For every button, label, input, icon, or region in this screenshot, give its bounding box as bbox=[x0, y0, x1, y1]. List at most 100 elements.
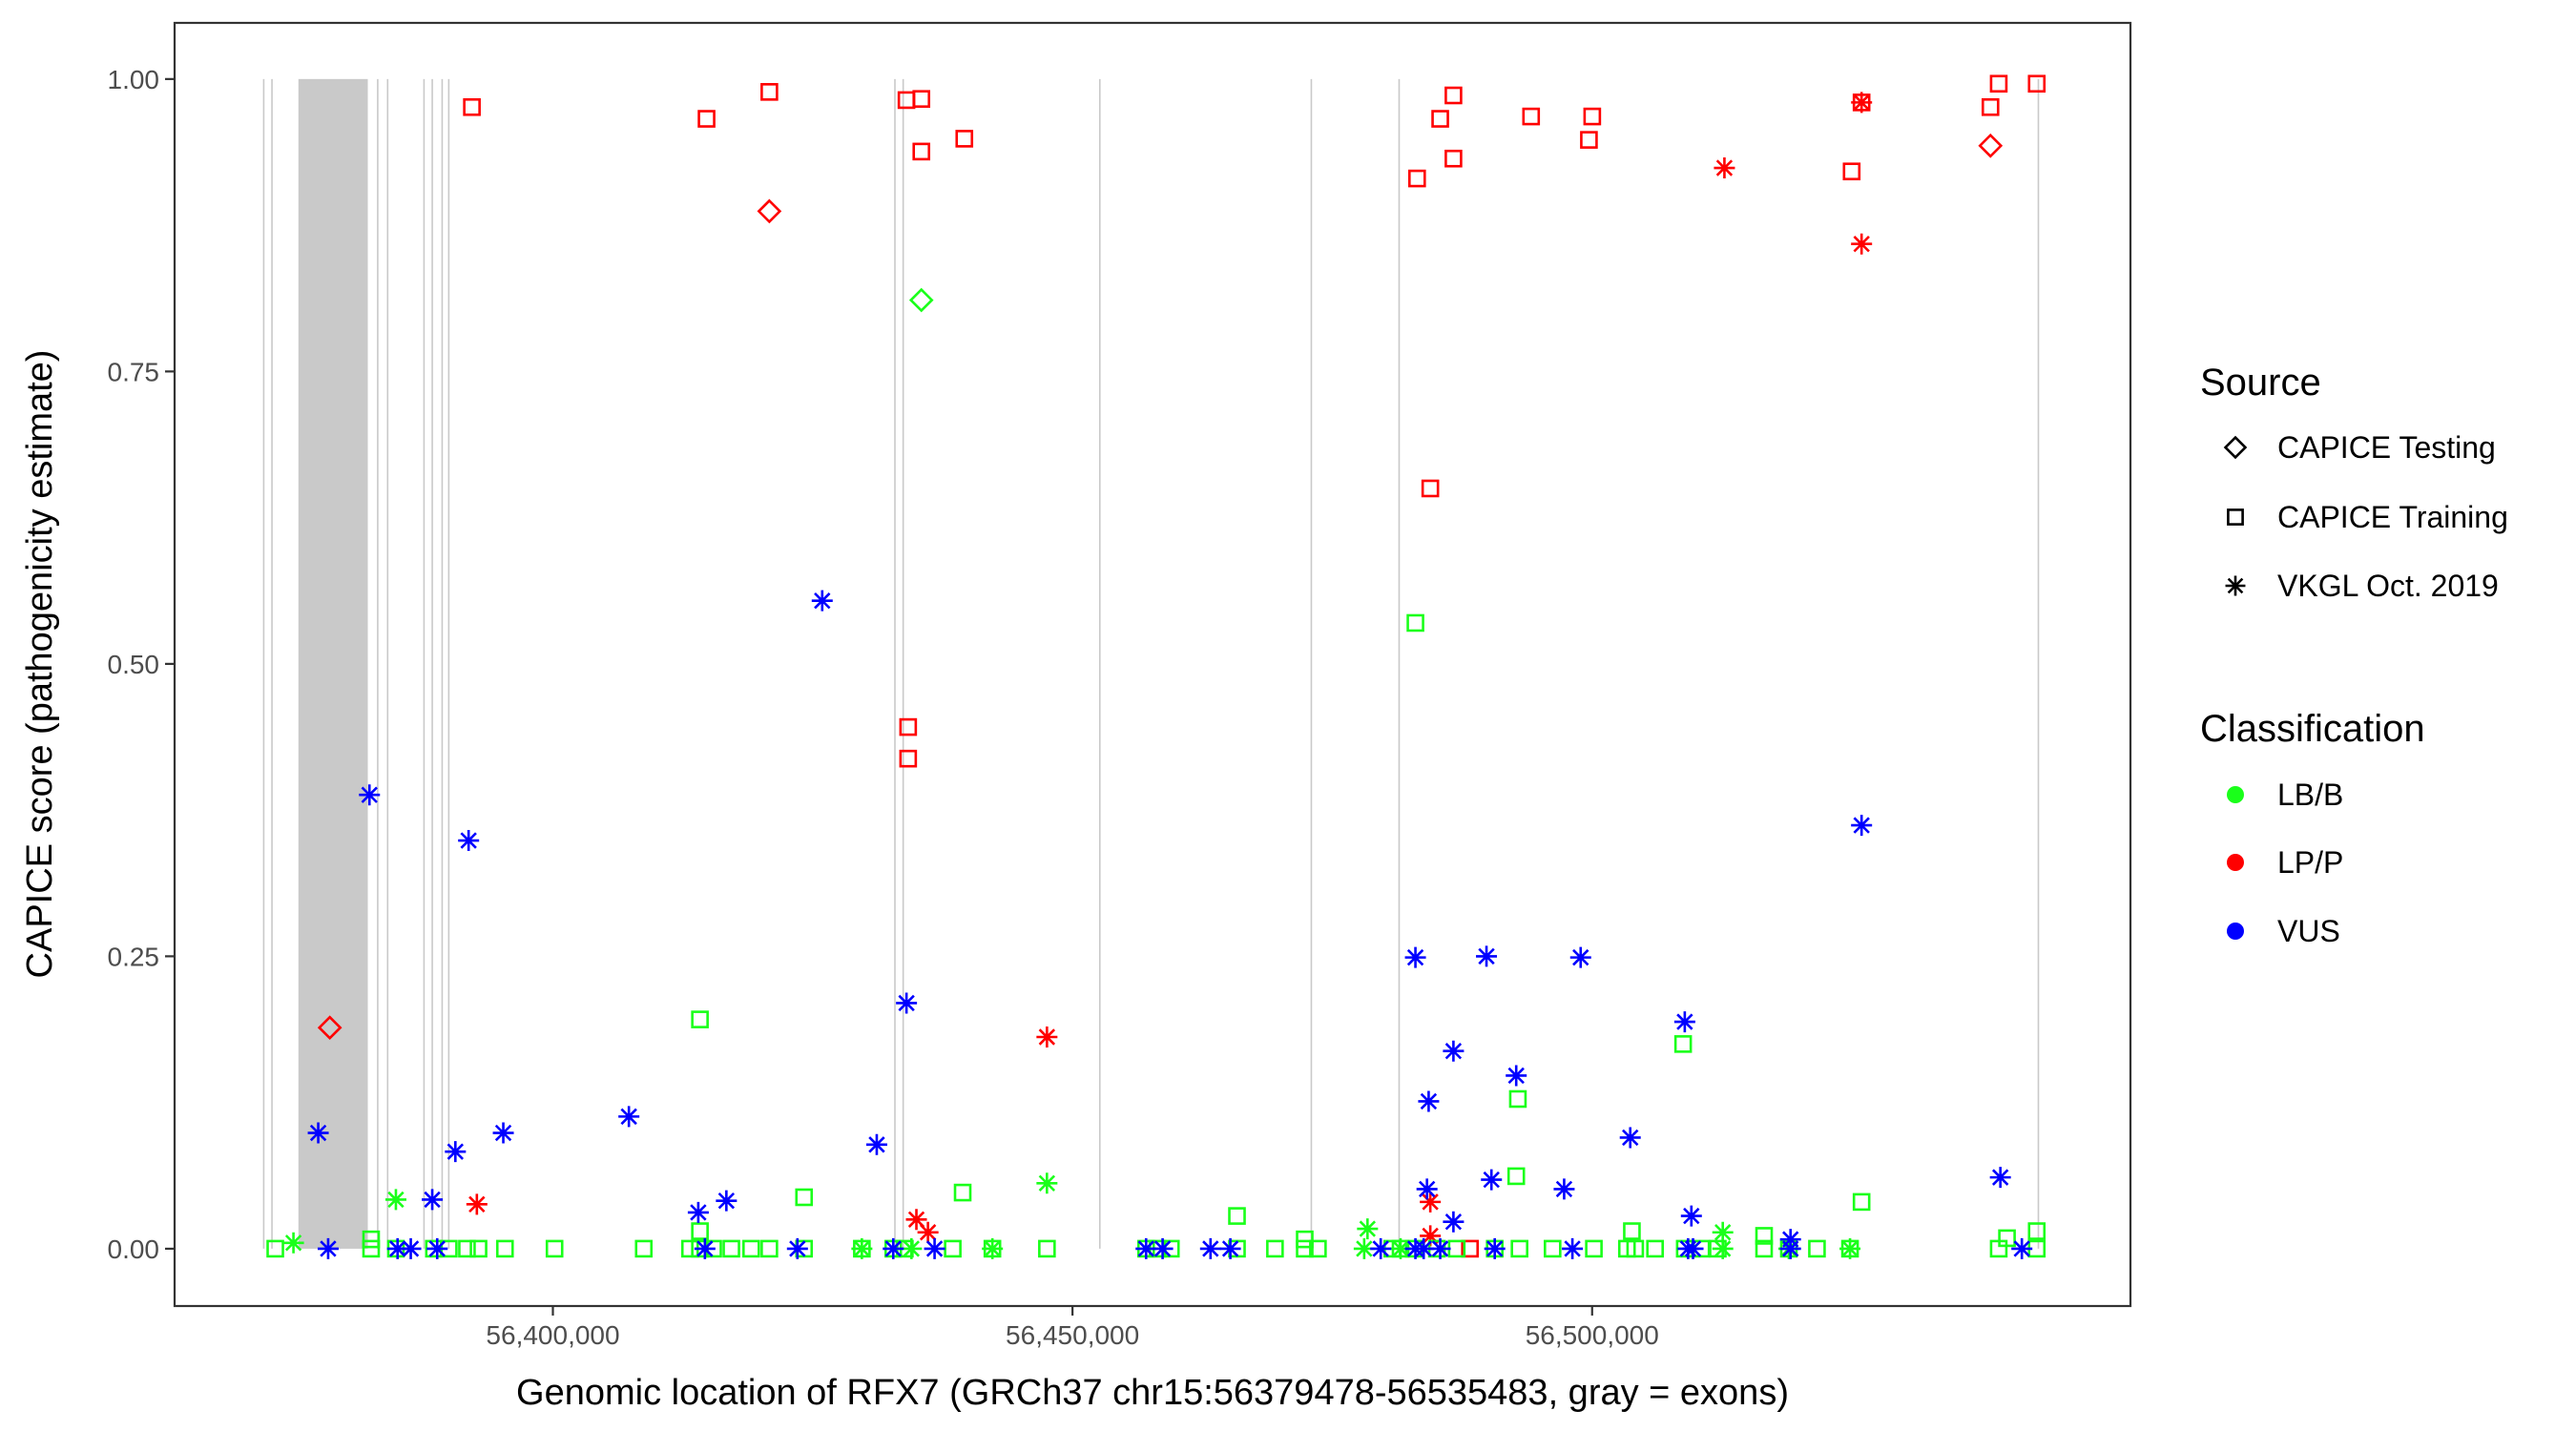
data-point-diamond bbox=[908, 287, 934, 313]
data-point-square bbox=[469, 1239, 488, 1258]
data-point-asterisk bbox=[1714, 157, 1735, 179]
data-point-square bbox=[1266, 1239, 1284, 1258]
data-point-asterisk bbox=[1036, 1172, 1058, 1194]
data-point-asterisk bbox=[1353, 1237, 1375, 1259]
data-point-square bbox=[1228, 1207, 1246, 1225]
data-point-square bbox=[266, 1239, 284, 1258]
data-point-square bbox=[1585, 1239, 1603, 1258]
exon-markers bbox=[262, 78, 2040, 1249]
legend-classification-label: LP/P bbox=[2277, 845, 2343, 880]
data-point-asterisk bbox=[896, 992, 918, 1014]
y-axis-title: CAPICE score (pathogenicity estimate) bbox=[20, 350, 60, 979]
data-point-asterisk bbox=[786, 1237, 808, 1259]
data-point-square bbox=[362, 1239, 381, 1258]
data-point-asterisk bbox=[1036, 1027, 1058, 1047]
data-point-asterisk bbox=[687, 1201, 709, 1223]
data-point-square bbox=[760, 83, 779, 101]
legend-color-dot-icon bbox=[2227, 786, 2244, 803]
data-point-asterisk bbox=[851, 1237, 873, 1259]
data-point-asterisk bbox=[1839, 1237, 1861, 1259]
data-point-square bbox=[899, 749, 918, 768]
x-tick-label: 56,400,000 bbox=[486, 1320, 619, 1350]
data-point-square bbox=[1623, 1222, 1641, 1240]
x-axis-title: Genomic location of RFX7 (GRCh37 chr15:5… bbox=[516, 1373, 1789, 1413]
data-point-square bbox=[545, 1239, 564, 1258]
legend-classification-label: VUS bbox=[2277, 914, 2340, 948]
data-point-square bbox=[897, 91, 916, 110]
data-point-square bbox=[760, 1239, 779, 1258]
data-point-square bbox=[1842, 162, 1861, 181]
data-point-asterisk bbox=[400, 1237, 422, 1259]
data-point-square bbox=[1506, 1167, 1526, 1186]
data-point-square bbox=[697, 110, 716, 128]
data-point-square bbox=[458, 1239, 476, 1258]
legend-classification-title: Classification bbox=[2200, 708, 2425, 750]
data-point-asterisk bbox=[1476, 945, 1498, 967]
data-point-square bbox=[1755, 1227, 1774, 1245]
data-point-asterisk bbox=[422, 1189, 444, 1211]
x-tick-label: 56,450,000 bbox=[1006, 1320, 1139, 1350]
data-point-asterisk bbox=[924, 1237, 945, 1259]
data-point-square bbox=[795, 1188, 814, 1207]
data-point-square bbox=[1583, 107, 1602, 126]
data-point-asterisk bbox=[1989, 1167, 2011, 1189]
data-point-asterisk bbox=[716, 1190, 737, 1212]
data-point-asterisk bbox=[307, 1122, 329, 1144]
data-point-asterisk bbox=[1673, 1011, 1695, 1033]
data-point-asterisk bbox=[1553, 1178, 1575, 1200]
data-point-asterisk bbox=[386, 1237, 408, 1259]
data-point-square bbox=[1755, 1239, 1774, 1258]
data-point-square bbox=[742, 1239, 760, 1258]
data-point-square bbox=[1626, 1239, 1645, 1258]
data-point-asterisk bbox=[883, 1237, 904, 1259]
legend-source-label: VKGL Oct. 2019 bbox=[2277, 569, 2499, 603]
data-point-square bbox=[1296, 1239, 1314, 1258]
data-point-square bbox=[1407, 169, 1426, 188]
y-tick-label: 0.25 bbox=[108, 942, 160, 971]
x-tick-label: 56,500,000 bbox=[1526, 1320, 1659, 1350]
data-point-square bbox=[691, 1010, 709, 1028]
data-point-square bbox=[1309, 1239, 1327, 1258]
data-point-square bbox=[912, 90, 931, 108]
data-point-asterisk bbox=[282, 1232, 304, 1254]
data-point-asterisk bbox=[1779, 1237, 1801, 1259]
data-point-asterisk bbox=[1851, 233, 1873, 255]
data-point-square bbox=[1510, 1239, 1528, 1258]
legend-classification-label: LB/B bbox=[2277, 778, 2343, 812]
legend-color-dot-icon bbox=[2227, 923, 2244, 940]
data-point-asterisk bbox=[982, 1237, 1004, 1259]
data-point-square bbox=[1461, 1239, 1480, 1258]
data-point-asterisk bbox=[2011, 1237, 2033, 1259]
data-point-asterisk bbox=[1443, 1040, 1465, 1062]
data-point-asterisk bbox=[905, 1209, 927, 1231]
data-point-asterisk bbox=[1199, 1237, 1221, 1259]
exon-band bbox=[298, 78, 368, 1249]
data-point-asterisk bbox=[1418, 1090, 1440, 1112]
data-point-asterisk bbox=[618, 1106, 640, 1128]
data-point-square bbox=[1646, 1239, 1664, 1258]
data-point-asterisk bbox=[466, 1193, 488, 1215]
data-point-asterisk bbox=[492, 1122, 514, 1144]
data-point-asterisk bbox=[865, 1133, 887, 1155]
data-point-square bbox=[495, 1239, 514, 1258]
data-point-square bbox=[691, 1222, 709, 1240]
legend-source-label: CAPICE Testing bbox=[2277, 430, 2496, 465]
data-point-asterisk bbox=[1389, 1237, 1411, 1259]
data-point-square bbox=[1444, 86, 1463, 105]
data-point-square bbox=[1580, 131, 1598, 149]
data-point-square bbox=[1808, 1239, 1826, 1258]
data-point-asterisk bbox=[1429, 1237, 1451, 1259]
axes: 56,400,000 56,450,000 56,500,000 0.00 0.25 0.… bbox=[108, 65, 1659, 1350]
data-point-square bbox=[1421, 479, 1440, 498]
data-point-square bbox=[2027, 74, 2046, 93]
data-point-asterisk bbox=[359, 784, 381, 806]
legend-source-title: Source bbox=[2200, 362, 2321, 404]
data-point-asterisk bbox=[1420, 1225, 1442, 1247]
data-point-asterisk bbox=[1484, 1237, 1506, 1259]
data-point-square bbox=[1989, 74, 2008, 93]
data-point-square bbox=[1989, 1239, 2008, 1258]
data-point-asterisk bbox=[317, 1237, 339, 1259]
data-point-asterisk bbox=[458, 830, 480, 852]
data-point-square bbox=[944, 1239, 962, 1258]
